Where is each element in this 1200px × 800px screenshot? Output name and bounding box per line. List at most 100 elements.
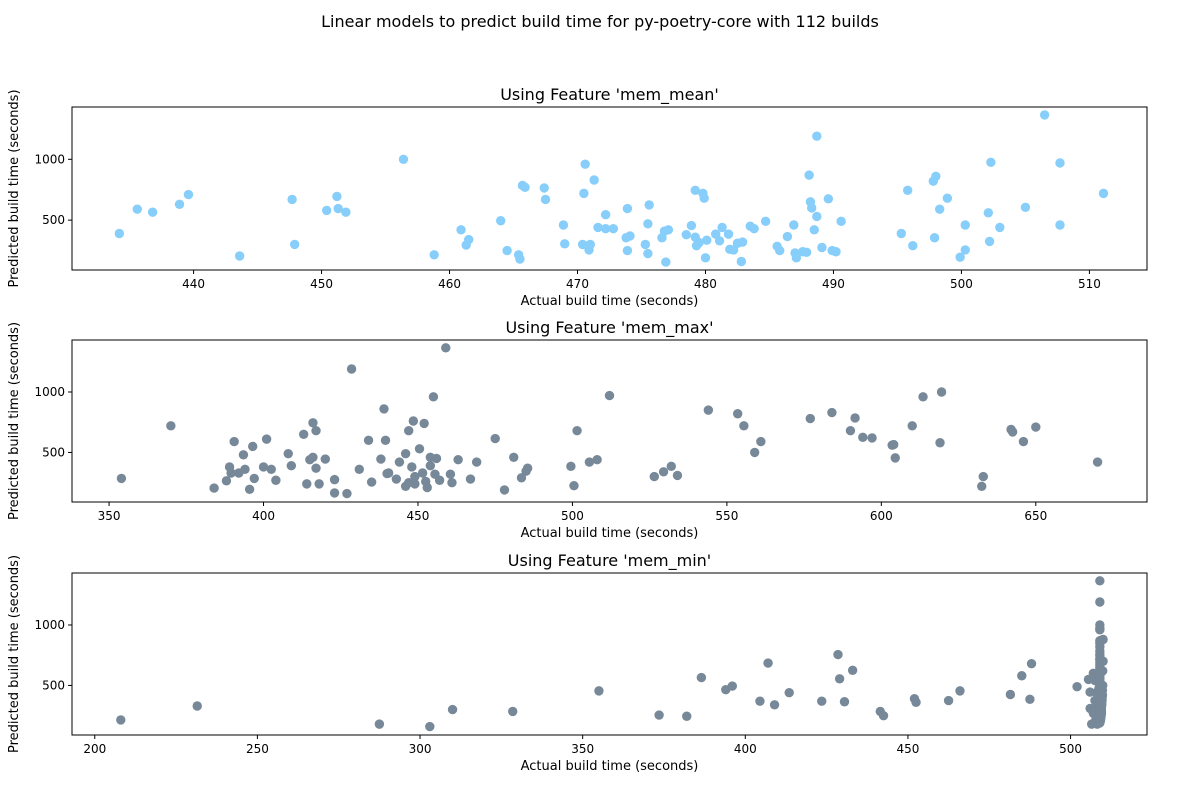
data-point <box>717 222 727 233</box>
data-point <box>453 454 463 465</box>
data-point <box>1095 625 1105 635</box>
data-point <box>681 230 691 240</box>
data-point <box>572 425 582 436</box>
data-point <box>929 233 940 243</box>
data-point <box>226 468 236 478</box>
data-point <box>727 681 737 691</box>
data-point <box>936 387 947 397</box>
x-tick-label: 250 <box>246 742 269 756</box>
data-point <box>116 473 127 484</box>
data-point <box>410 479 420 489</box>
data-point <box>579 188 589 199</box>
data-point <box>805 413 815 424</box>
data-point <box>221 476 232 486</box>
data-point <box>333 203 343 214</box>
y-axis-label: Predicted build time (seconds) <box>7 89 22 287</box>
data-point <box>1095 597 1105 607</box>
data-point <box>714 236 725 246</box>
data-point <box>654 710 664 720</box>
data-point <box>589 175 599 185</box>
data-point <box>827 407 837 418</box>
data-point <box>934 204 945 214</box>
data-point <box>1055 158 1065 168</box>
x-tick-label: 300 <box>409 742 432 756</box>
x-tick-label: 650 <box>1024 509 1047 523</box>
data-point <box>812 131 822 141</box>
data-point <box>341 207 351 217</box>
x-tick-label: 350 <box>571 742 594 756</box>
data-point <box>1020 202 1031 213</box>
data-point <box>831 247 841 257</box>
data-point <box>931 171 941 182</box>
x-tick-label: 600 <box>870 509 893 523</box>
data-point <box>644 200 654 210</box>
data-point <box>978 471 988 482</box>
data-point <box>425 721 435 732</box>
x-tick-label: 350 <box>98 509 121 523</box>
data-point <box>522 463 533 473</box>
data-point <box>907 421 917 431</box>
data-point <box>983 208 994 218</box>
data-point <box>807 203 817 213</box>
data-point <box>784 687 794 698</box>
data-point <box>878 710 889 721</box>
data-point <box>248 441 258 452</box>
data-point <box>434 475 445 485</box>
axes-frame <box>71 572 1148 736</box>
data-point <box>955 686 965 696</box>
x-tick-label: 450 <box>407 509 430 523</box>
data-point <box>756 436 766 447</box>
data-point <box>782 231 793 242</box>
data-point <box>1072 681 1082 692</box>
data-point <box>540 194 551 205</box>
data-point <box>569 480 579 491</box>
data-point <box>663 225 674 235</box>
x-axis-label: Actual build time (seconds) <box>521 526 699 541</box>
x-tick-label: 200 <box>83 742 106 756</box>
data-point <box>116 715 126 725</box>
data-point <box>986 157 996 168</box>
data-point <box>376 454 386 464</box>
data-point <box>1098 656 1108 666</box>
data-point <box>594 686 604 696</box>
data-point <box>755 696 765 706</box>
data-point <box>271 475 281 485</box>
data-points <box>116 343 1103 499</box>
data-point <box>447 477 457 488</box>
data-point <box>383 468 394 478</box>
chart-panel-1: 440 450 460 470 480 490 500 510 500 1000 Using Fea… <box>7 85 1148 309</box>
data-point <box>817 696 827 706</box>
y-axis-label: Predicted build time (seconds) <box>7 555 22 753</box>
data-point <box>183 189 194 200</box>
x-tick-label: 500 <box>561 509 584 523</box>
x-tick-label: 450 <box>896 742 919 756</box>
y-tick-label: 500 <box>42 445 65 459</box>
data-point <box>502 245 512 256</box>
data-point <box>311 425 321 436</box>
data-point <box>942 193 953 203</box>
data-point <box>943 695 954 706</box>
data-point <box>682 711 692 721</box>
data-point <box>749 223 759 234</box>
x-tick-label: 400 <box>252 509 275 523</box>
axes-frame <box>71 106 1148 271</box>
data-point <box>658 467 669 477</box>
data-point <box>261 434 272 444</box>
chart-title: Using Feature 'mem_max' <box>505 318 713 338</box>
y-tick-label: 1000 <box>34 618 65 632</box>
data-point <box>749 447 760 458</box>
data-point <box>763 658 773 668</box>
x-axis-label: Actual build time (seconds) <box>521 759 699 774</box>
data-point <box>1005 689 1016 700</box>
data-point <box>890 453 900 463</box>
data-point <box>496 216 506 226</box>
data-point <box>593 222 603 233</box>
data-point <box>643 248 653 259</box>
data-point <box>289 239 300 250</box>
x-tick-label: 500 <box>1059 742 1082 756</box>
data-point <box>515 254 525 264</box>
data-point <box>935 438 945 448</box>
data-point <box>166 421 176 431</box>
data-point <box>839 697 850 707</box>
